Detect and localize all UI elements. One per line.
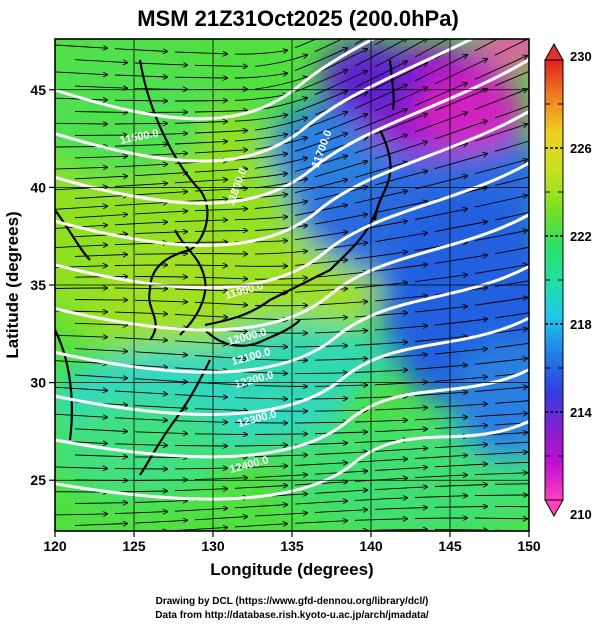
x-tick-label: 145 [438, 538, 462, 554]
x-tick-label: 130 [201, 538, 225, 554]
streamline-segment [55, 534, 107, 536]
credit-drawing: Drawing by DCL (https://www.gfd-dennou.o… [156, 596, 429, 607]
y-tick-label: 30 [30, 375, 46, 391]
streamline-segment [135, 277, 187, 278]
streamline-segment [495, 507, 547, 508]
streamline-segment [255, 533, 307, 536]
y-tick-label: 40 [30, 179, 46, 195]
y-tick-label: 45 [30, 82, 46, 98]
y-tick-label: 35 [30, 277, 46, 293]
x-tick-label: 135 [280, 538, 304, 554]
colorbar-tick-label: 218 [570, 317, 592, 332]
streamline-segment [75, 543, 127, 546]
streamline-segment [475, 0, 527, 24]
y-axis-label: Latitude (degrees) [3, 211, 22, 358]
x-axis: 120 125 130 135 140 145 150 [43, 531, 541, 554]
streamline-segment [435, 530, 487, 531]
colorbar-tick-label: 214 [570, 405, 592, 420]
x-tick-label: 120 [43, 538, 67, 554]
x-tick-label: 150 [517, 538, 541, 554]
colorbar: 210 214 218 222 226 230 [545, 44, 592, 522]
temperature-field [20, 20, 570, 540]
x-tick-label: 125 [122, 538, 146, 554]
streamline-segment [415, 518, 467, 519]
colorbar-tick-label: 210 [570, 507, 592, 522]
credit-data: Data from http://database.rish.kyoto-u.a… [155, 610, 429, 621]
streamline-segment [75, 300, 127, 301]
colorbar-tick-label: 222 [570, 229, 592, 244]
y-axis: 25 30 35 40 45 [30, 82, 55, 488]
colorbar-top-triangle [545, 44, 563, 60]
colorbar-tick-label: 226 [570, 141, 592, 156]
streamline-segment [255, 434, 307, 435]
colorbar-tick-label: 230 [570, 49, 592, 64]
x-tick-label: 140 [359, 538, 383, 554]
streamline-segment [195, 254, 247, 255]
streamline-segment [495, 0, 547, 26]
chart-title: MSM 21Z31Oct2025 (200.0hPa) [137, 6, 459, 31]
streamline-segment [55, 288, 107, 289]
colorbar-bottom-triangle [545, 500, 563, 516]
y-tick-label: 25 [30, 472, 46, 488]
x-axis-label: Longitude (degrees) [210, 560, 373, 579]
streamline-segment [175, 101, 227, 102]
